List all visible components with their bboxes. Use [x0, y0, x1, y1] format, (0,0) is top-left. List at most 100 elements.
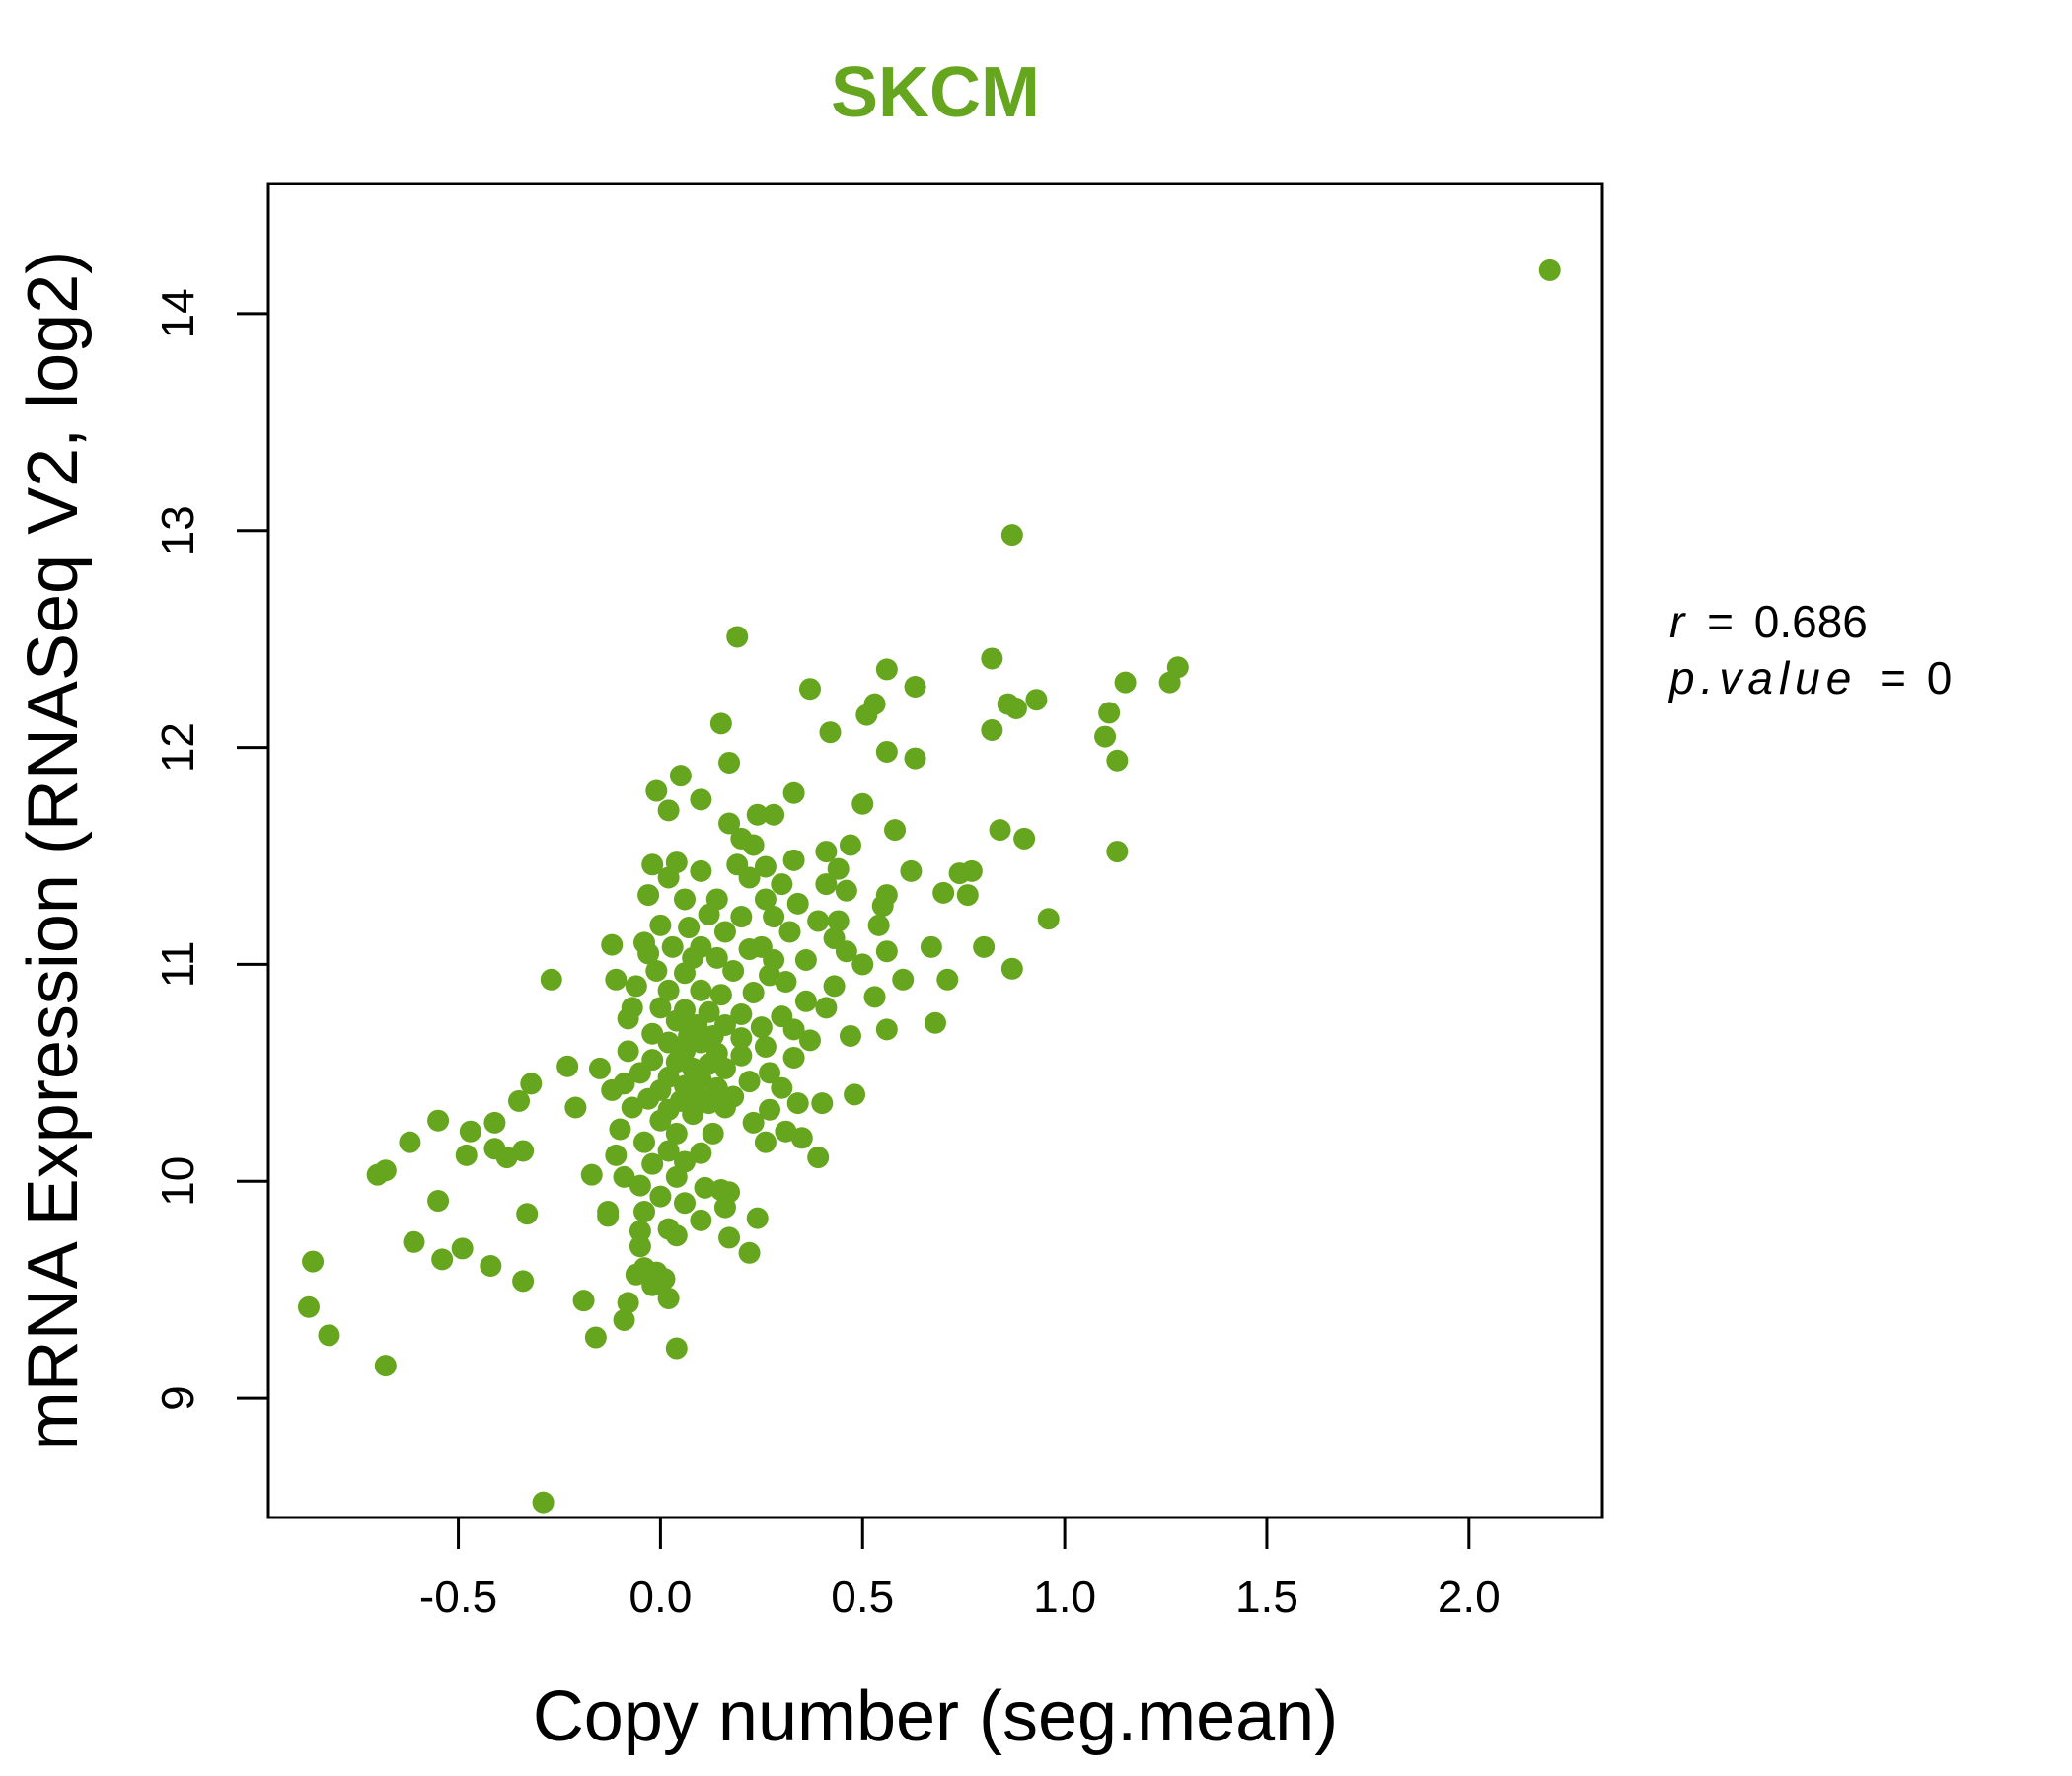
data-point [540, 968, 562, 991]
x-tick-label: -0.5 [419, 1571, 497, 1622]
y-tick-label: 13 [152, 505, 203, 555]
x-tick-label: 0.5 [831, 1571, 894, 1622]
data-point [782, 781, 805, 804]
data-point [690, 788, 712, 811]
data-point [657, 799, 680, 822]
data-point [1000, 957, 1023, 980]
data-point [297, 1295, 320, 1318]
r-stat: r = 0.686 [1669, 596, 1868, 647]
data-point [633, 1201, 656, 1223]
data-point [798, 1029, 821, 1052]
data-point [1106, 749, 1129, 772]
p-value-label: p.value [1667, 652, 1857, 703]
data-point [718, 812, 741, 835]
data-point [399, 1131, 421, 1153]
data-point [989, 819, 1011, 842]
data-point [625, 1263, 647, 1286]
data-point [698, 903, 720, 925]
data-point [455, 1144, 478, 1166]
data-point [694, 1176, 716, 1199]
data-point [588, 1057, 611, 1079]
data-point [754, 855, 777, 878]
data-point [532, 1491, 555, 1514]
data-point [649, 1185, 672, 1208]
data-point [702, 1122, 724, 1145]
y-tick-label: 9 [152, 1385, 203, 1411]
data-point [690, 1142, 712, 1164]
data-point [960, 859, 983, 882]
data-point [564, 1096, 587, 1119]
data-point [617, 1007, 639, 1030]
data-point [1094, 725, 1117, 748]
data-point [621, 1096, 643, 1119]
data-point [863, 986, 886, 1008]
data-point [742, 834, 765, 856]
data-point [633, 1131, 656, 1153]
data-point [645, 779, 668, 802]
data-point [819, 721, 842, 744]
data-point [673, 962, 696, 985]
data-point [629, 1174, 651, 1197]
data-point [512, 1270, 535, 1293]
data-point [746, 803, 769, 826]
data-point [884, 819, 907, 842]
data-point [920, 935, 942, 958]
data-point [851, 953, 874, 976]
data-point [1158, 671, 1181, 694]
data-point [722, 960, 745, 983]
data-point [738, 1071, 761, 1093]
data-point [459, 1120, 481, 1143]
data-point [790, 1127, 813, 1149]
data-point [782, 1018, 805, 1041]
data-point [657, 1031, 680, 1054]
data-point [374, 1355, 397, 1377]
data-point [844, 1083, 866, 1106]
r-stat-equals: = [1707, 596, 1734, 647]
data-point [1106, 841, 1129, 863]
data-point [981, 647, 1003, 670]
data-point [665, 1224, 688, 1247]
data-point [601, 1078, 624, 1101]
data-point [403, 1230, 425, 1253]
p-value-stat: p.value = 0 [1667, 652, 1952, 703]
data-point [759, 1062, 781, 1084]
data-point [516, 1203, 539, 1225]
y-tick-label: 11 [152, 941, 203, 989]
y-axis: 9 10 11 12 13 14 [152, 288, 270, 1411]
data-point [641, 1152, 664, 1175]
data-point [629, 1062, 651, 1084]
x-tick-label: 2.0 [1438, 1571, 1501, 1622]
data-point [851, 792, 874, 815]
data-point [815, 997, 838, 1019]
data-point [645, 960, 668, 983]
data-point [936, 968, 959, 991]
x-axis: -0.5 0.0 0.5 1.0 1.5 2.0 [419, 1516, 1501, 1622]
data-point [705, 946, 728, 969]
data-point [657, 979, 680, 1001]
data-point [580, 1163, 603, 1186]
data-point [778, 921, 801, 943]
data-point [839, 834, 861, 856]
data-point [649, 997, 672, 1019]
data-point [431, 1248, 454, 1271]
x-tick-label: 1.0 [1033, 1571, 1096, 1622]
data-point [629, 1220, 651, 1242]
data-point [649, 1109, 672, 1132]
p-value-value: 0 [1927, 652, 1953, 703]
data-point [973, 935, 996, 958]
data-point [427, 1190, 450, 1213]
data-point [738, 866, 761, 889]
data-point [713, 1196, 736, 1219]
data-point [713, 1057, 736, 1079]
data-point [875, 740, 898, 763]
data-point [759, 1098, 781, 1121]
data-point [669, 765, 692, 787]
data-point [690, 1031, 712, 1054]
data-point [597, 1205, 620, 1227]
chart-title: SKCM [831, 53, 1040, 132]
data-point [763, 803, 785, 826]
data-point [771, 1076, 793, 1099]
data-point [637, 884, 660, 907]
